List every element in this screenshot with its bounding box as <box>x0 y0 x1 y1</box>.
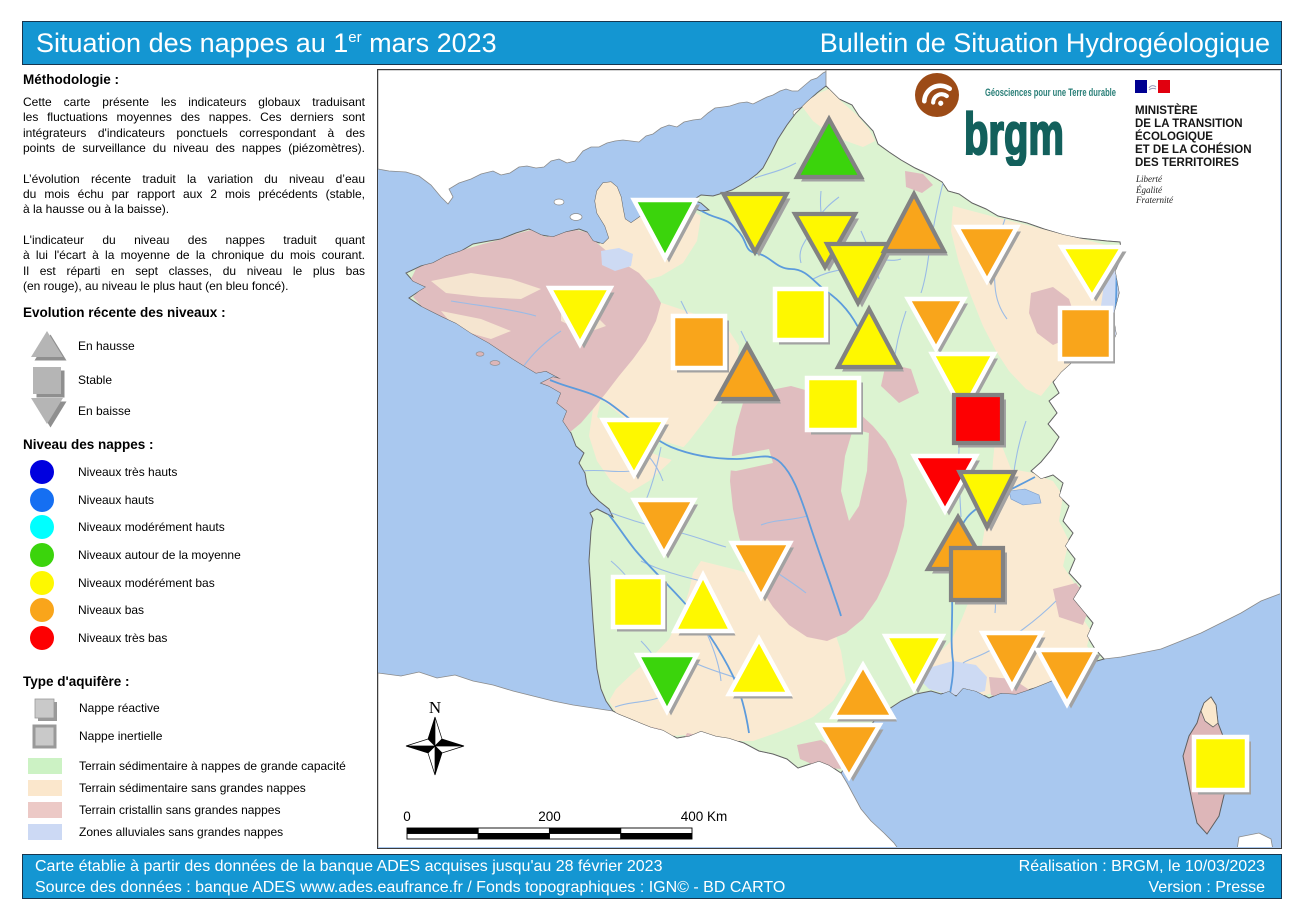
svg-text:Km: Km <box>707 809 727 824</box>
svg-text:Géosciences pour une Terre dur: Géosciences pour une Terre durable <box>985 87 1116 99</box>
svg-text:N: N <box>429 698 441 717</box>
svg-text:400: 400 <box>681 809 704 824</box>
svg-text:200: 200 <box>538 809 561 824</box>
svg-text:brgm: brgm <box>964 102 1064 166</box>
svg-text:0: 0 <box>403 809 411 824</box>
